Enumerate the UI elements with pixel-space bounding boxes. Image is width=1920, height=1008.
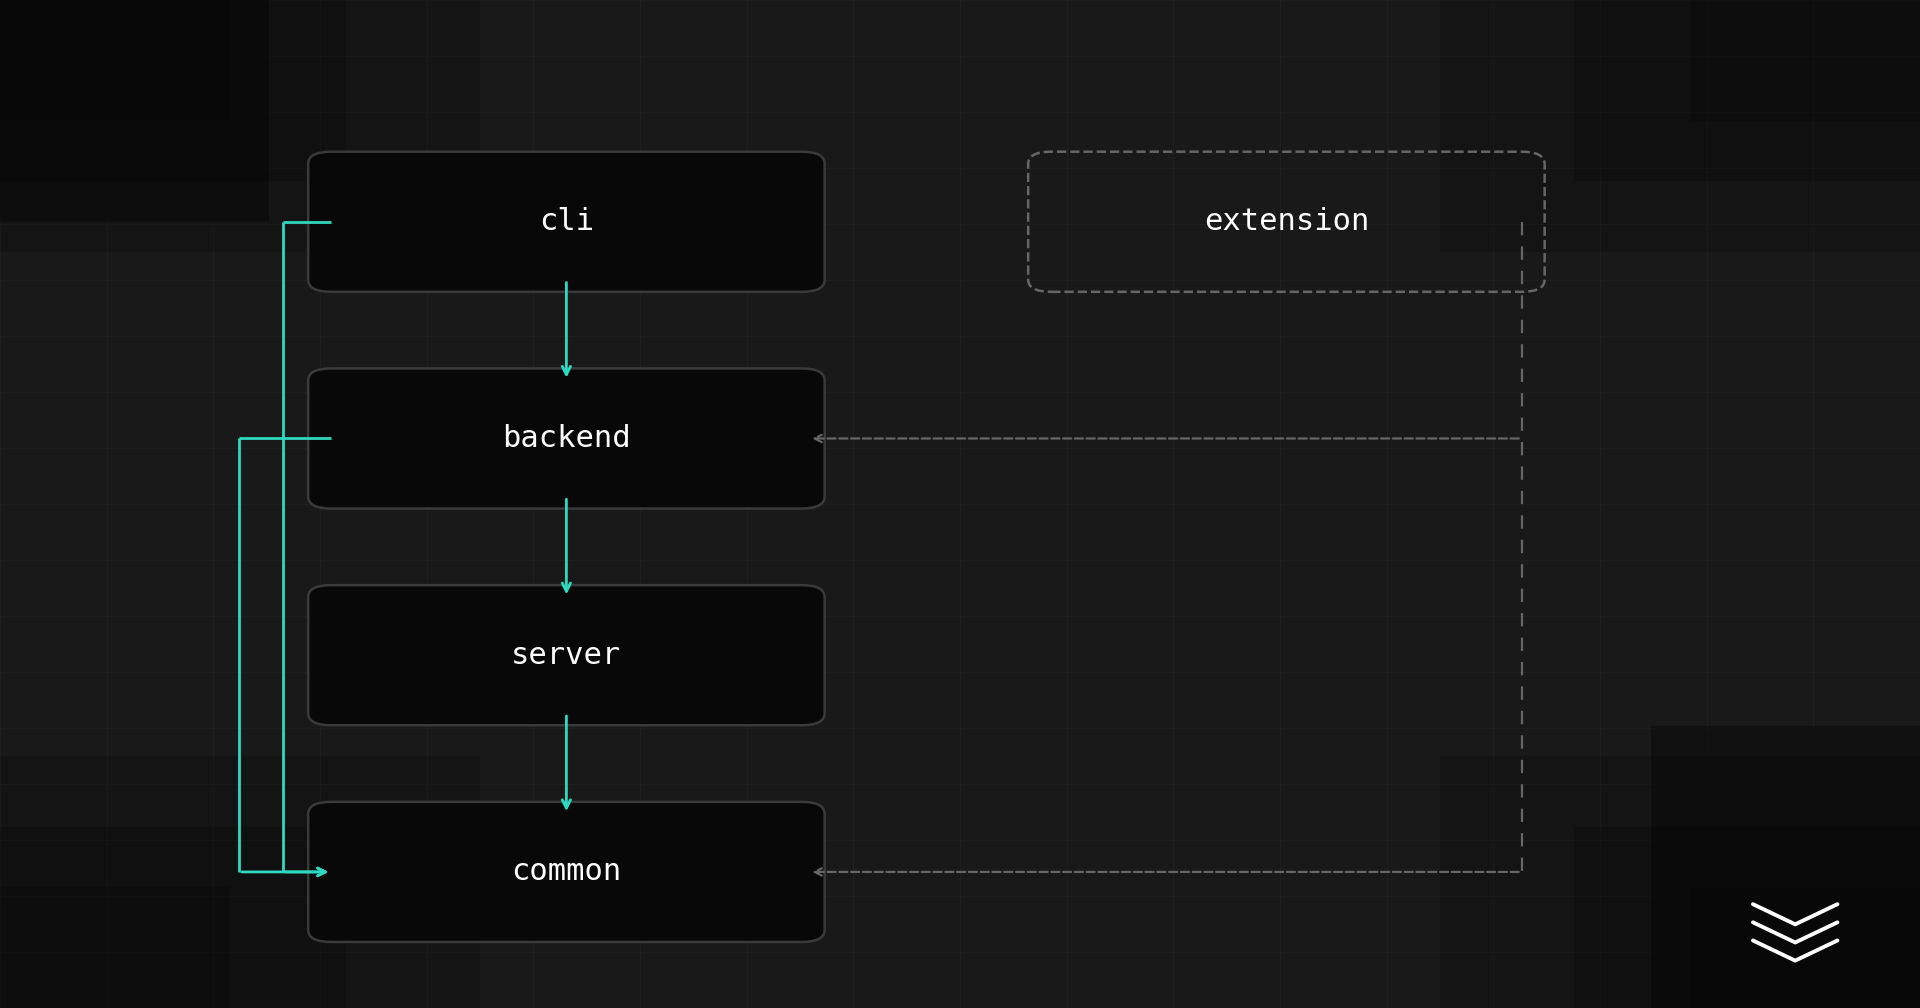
Bar — [1690, 887, 1920, 1008]
Bar — [1574, 0, 1920, 181]
Bar — [0, 887, 230, 1008]
Bar — [0, 0, 269, 222]
Bar — [0, 756, 480, 1008]
Bar — [0, 0, 230, 121]
Text: backend: backend — [503, 424, 630, 453]
Text: server: server — [511, 641, 622, 669]
Text: extension: extension — [1204, 208, 1369, 236]
Bar — [1651, 726, 1920, 1008]
Text: common: common — [511, 858, 622, 886]
Bar — [0, 0, 480, 252]
FancyBboxPatch shape — [307, 151, 826, 292]
FancyBboxPatch shape — [307, 585, 826, 726]
Text: cli: cli — [540, 208, 593, 236]
Bar — [1574, 827, 1920, 1008]
Bar — [1440, 756, 1920, 1008]
Bar — [1690, 0, 1920, 121]
Bar — [0, 827, 346, 1008]
FancyBboxPatch shape — [307, 369, 826, 509]
FancyBboxPatch shape — [307, 802, 826, 941]
Bar — [1440, 0, 1920, 252]
Bar — [0, 0, 346, 181]
